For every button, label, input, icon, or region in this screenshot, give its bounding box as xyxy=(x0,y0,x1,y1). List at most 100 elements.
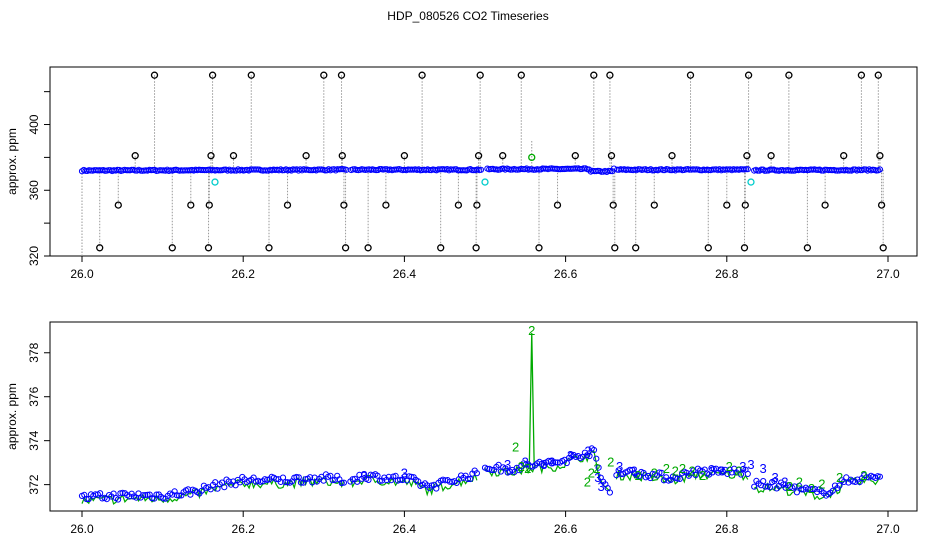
blue-series-point xyxy=(692,471,699,479)
outlier-point xyxy=(150,71,159,79)
blue-series-point xyxy=(232,482,239,489)
x-tick-label: 26.4 xyxy=(393,267,417,281)
outlier-point xyxy=(740,244,749,252)
outlier-point xyxy=(840,152,848,160)
outlier-point xyxy=(650,201,658,209)
outlier-point xyxy=(821,201,829,209)
baseline-series xyxy=(78,165,884,175)
outlier-point xyxy=(877,201,886,209)
blue-series-point xyxy=(349,476,356,483)
series-marker-label: 3 xyxy=(616,459,623,474)
blue-series-point xyxy=(198,487,205,494)
blue-series-point xyxy=(467,475,474,483)
outlier-point xyxy=(785,71,793,79)
baseline-point xyxy=(744,166,751,173)
series-marker-label: 3 xyxy=(772,470,779,485)
outlier-point xyxy=(704,244,712,252)
x-tick-label: 26.2 xyxy=(232,267,256,281)
series-marker-label: 2 xyxy=(518,459,525,474)
outlier-point xyxy=(803,244,812,252)
blue-series-point xyxy=(365,476,372,483)
outlier-point xyxy=(96,244,104,252)
baseline-point xyxy=(742,166,750,173)
blue-series-point xyxy=(805,486,812,493)
blue-series-point xyxy=(766,484,774,491)
series-marker-label: 2 xyxy=(593,461,600,476)
blue-series-point xyxy=(751,483,758,490)
x-tick-label: 26.6 xyxy=(554,267,578,281)
outlier-point xyxy=(247,71,255,79)
blue-series-point xyxy=(563,459,570,467)
blue-series-point xyxy=(464,475,471,483)
blue-series-point xyxy=(83,495,90,503)
outlier-point xyxy=(168,244,176,252)
series-marker-label: 3 xyxy=(548,455,555,470)
blue-series-point xyxy=(148,495,156,502)
series-marker-label: 3 xyxy=(781,474,788,489)
y-tick-label: 360 xyxy=(27,180,41,200)
blue-series-point xyxy=(354,478,361,485)
x-tick-label: 27.0 xyxy=(876,267,900,281)
series-marker-label: 2 xyxy=(607,455,614,470)
outlier-point xyxy=(229,152,238,160)
blue-series-point xyxy=(273,476,280,483)
blue-series-point xyxy=(495,461,502,468)
series-marker-label: 3 xyxy=(567,448,574,463)
outlier-point xyxy=(454,201,463,209)
blue-series-point xyxy=(791,483,798,490)
blue-series-point xyxy=(473,470,480,477)
outlier-point xyxy=(207,152,215,160)
outlier-point xyxy=(338,152,346,160)
blue-series-point xyxy=(397,476,404,483)
series-marker-label: 2 xyxy=(512,439,519,454)
series-marker-label: 2 xyxy=(726,459,733,474)
outlier-point xyxy=(590,71,598,79)
blue-series xyxy=(78,445,884,503)
blue-series-point xyxy=(329,477,336,484)
blue-series-point xyxy=(674,475,681,482)
blue-series-point xyxy=(595,464,602,471)
outlier-point xyxy=(686,71,695,79)
blue-series-point xyxy=(737,471,745,478)
outlier-point xyxy=(609,201,617,209)
series-marker-label: 2 xyxy=(808,481,815,496)
chart-title: HDP_080526 CO2 Timeseries xyxy=(387,9,549,23)
blue-series-point xyxy=(762,483,769,490)
outlier-point xyxy=(668,152,676,160)
series-marker-label: 2 xyxy=(860,468,867,483)
series-marker-label: 2 xyxy=(672,463,679,478)
baseline-point xyxy=(876,166,884,173)
outlier-point xyxy=(418,71,426,79)
outlier-point xyxy=(265,244,273,252)
series-marker-label: 3 xyxy=(522,455,529,470)
outlier-point xyxy=(632,244,640,252)
outlier-point xyxy=(382,201,390,209)
blue-series-point xyxy=(293,473,300,481)
series-marker-label: 2 xyxy=(786,479,793,494)
series-marker-label: 3 xyxy=(540,457,547,472)
outlier-point xyxy=(473,201,481,209)
series-marker-label: 2 xyxy=(524,461,531,476)
blue-series-point xyxy=(144,491,151,498)
blue-series-point xyxy=(586,452,593,460)
blue-series-point xyxy=(706,471,713,478)
blue-series-point xyxy=(295,474,302,481)
blue-series-point xyxy=(392,472,399,479)
outlier-point xyxy=(517,71,525,79)
outlier-point xyxy=(205,201,213,209)
blue-series-point xyxy=(142,492,149,499)
blue-series-point xyxy=(320,477,327,484)
outlier-point xyxy=(204,244,213,252)
drop-lines xyxy=(81,75,884,256)
y-tick-label: 378 xyxy=(27,342,41,362)
outlier-point xyxy=(283,201,292,209)
blue-series-point xyxy=(309,479,316,486)
outlier-point xyxy=(606,71,614,79)
blue-series-point xyxy=(606,489,614,496)
series-marker-label: 2 xyxy=(663,461,670,476)
series-marker-label: 2 xyxy=(679,461,686,476)
blue-series-point xyxy=(793,489,801,496)
blue-series-point xyxy=(488,466,495,474)
series-marker-label: 3 xyxy=(747,457,754,472)
top-panel: 26.0 26.2 26.4 26.6 26.8 27.0 320 360 400 approx.… xyxy=(5,66,918,281)
